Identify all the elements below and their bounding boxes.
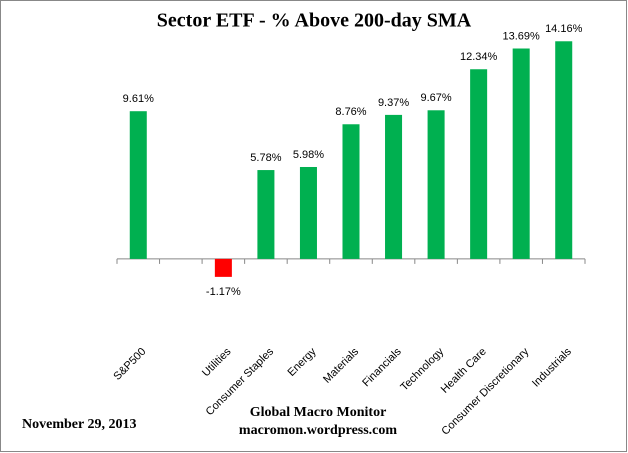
source-label: Global Macro Monitor: [250, 405, 387, 420]
date-label: November 29, 2013: [22, 417, 136, 432]
value-label: 9.67%: [420, 92, 451, 104]
bar: [470, 69, 488, 259]
bar: [129, 111, 147, 259]
bar: [512, 48, 530, 259]
value-label: 14.16%: [545, 23, 583, 35]
value-label: 5.78%: [250, 152, 281, 164]
value-label: 9.61%: [123, 93, 154, 105]
source-label: macromon.wordpress.com: [239, 423, 397, 438]
value-label: 5.98%: [293, 149, 324, 161]
value-label: -1.17%: [206, 286, 241, 298]
value-label: 13.69%: [503, 30, 541, 42]
bar: [427, 110, 445, 259]
value-label: 9.37%: [378, 97, 409, 109]
bar: [299, 166, 317, 259]
bar: [257, 170, 275, 259]
bar: [385, 114, 403, 259]
bar: [555, 41, 573, 259]
value-label: 12.34%: [460, 51, 498, 63]
value-label: 8.76%: [335, 106, 366, 118]
bar: [214, 258, 232, 277]
chart-title: Sector ETF - % Above 200-day SMA: [157, 10, 472, 32]
bar: [342, 124, 360, 259]
